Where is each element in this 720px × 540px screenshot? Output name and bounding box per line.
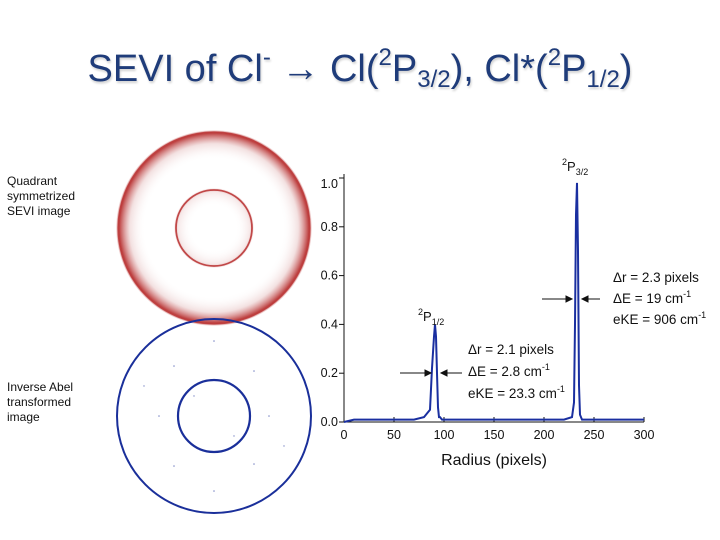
x-tick-label: 200: [534, 428, 555, 442]
p12-annotation-line: eKE = 23.3 cm-1: [468, 384, 565, 401]
y-tick-label: 0.2: [321, 366, 338, 380]
title-term1-sub: 3/2: [417, 66, 451, 93]
title-term1-p: P: [391, 48, 418, 90]
title-anion-charge: -: [262, 44, 271, 71]
spectrum-trace: [343, 182, 644, 423]
x-tick-label: 300: [634, 428, 655, 442]
peak-label-p12: 2P1/2: [418, 307, 444, 327]
abel-transformed-image: [116, 318, 312, 514]
x-axis-label: Radius (pixels): [441, 452, 547, 469]
peak-p32-sup: 2: [562, 157, 567, 167]
bottom-image-label-line: image: [7, 410, 40, 424]
raw-inner-halo: [174, 188, 254, 268]
x-tick-label: 50: [387, 428, 401, 442]
p32-arrowhead-right: [580, 295, 589, 303]
title-end: ): [619, 48, 633, 90]
photoelectron-spectrum-chart: 0 50 100 150 200 250 300 0.0 0.2 0.4 0.6 0.8 1.0 Rad…: [321, 157, 707, 469]
raw-outer-ring-edge: [117, 131, 311, 325]
title-term2-sub: 1/2: [586, 66, 620, 93]
top-image-label-line: symmetrized: [7, 189, 76, 203]
title-prefix: SEVI of Cl: [87, 48, 263, 90]
y-tick-label: 0.8: [321, 220, 338, 234]
p32-annotation-line: eKE = 906 cm-1: [613, 310, 706, 327]
peak-label-p32: 2P3/2: [562, 157, 588, 177]
p12-annotation-line: Δr = 2.1 pixels: [468, 342, 554, 357]
chart-ticks: 0 50 100 150 200 250 300 0.0 0.2 0.4 0.6 0.8 1.0: [321, 177, 655, 442]
y-tick-label: 0.6: [321, 269, 338, 283]
x-tick-label: 100: [434, 428, 455, 442]
peak-p12-sub: 1/2: [432, 317, 445, 327]
p32-annotation: Δr = 2.3 pixels ΔE = 19 cm-1 eKE = 906 c…: [613, 270, 706, 327]
p12-arrowhead-left: [424, 369, 433, 377]
x-tick-label: 150: [484, 428, 505, 442]
bottom-image-label: Inverse Abel transformed image: [7, 380, 73, 425]
top-image-label-line: SEVI image: [7, 204, 71, 218]
title-term1-sup: 2: [378, 44, 392, 71]
slide-title: SEVI of Cl- → Cl(2P3/2), Cl*(2P1/2): [0, 44, 720, 94]
title-arrow: →: [281, 48, 320, 90]
title-term2-p: P: [561, 48, 587, 90]
p12-annotation-line: ΔE = 2.8 cm-1: [468, 362, 550, 379]
bottom-image-label-line: transformed: [7, 395, 72, 409]
top-image-label: Quadrant symmetrized SEVI image: [7, 174, 75, 219]
peak-p12-sup: 2: [418, 307, 423, 317]
peak-p12-p: P: [423, 309, 432, 324]
p12-arrowhead-right: [439, 369, 448, 377]
p32-annotation-line: ΔE = 19 cm-1: [613, 289, 691, 306]
x-tick-label: 0: [341, 428, 348, 442]
chart-axes: [343, 174, 644, 423]
bottom-image-label-line: Inverse Abel: [7, 380, 74, 394]
peak-p32-p: P: [567, 159, 576, 174]
title-cl: Cl(: [319, 48, 379, 90]
p32-annotation-line: Δr = 2.3 pixels: [613, 270, 699, 285]
abel-speckle: [143, 340, 285, 492]
y-tick-label: 0.0: [321, 415, 338, 429]
x-tick-label: 250: [584, 428, 605, 442]
y-tick-label: 0.4: [321, 317, 338, 331]
raw-inner-ring: [175, 189, 253, 267]
p12-annotation: Δr = 2.1 pixels ΔE = 2.8 cm-1 eKE = 23.3…: [468, 342, 565, 401]
p32-arrowhead-left: [565, 295, 574, 303]
title-term2-sup: 2: [547, 44, 562, 71]
title-mid: ), Cl*(: [450, 48, 548, 90]
top-image-label-line: Quadrant: [7, 174, 58, 188]
resolution-arrows: [400, 295, 600, 377]
abel-outer-ring: [116, 318, 312, 514]
abel-inner-ring: [176, 378, 252, 454]
y-tick-label: 1.0: [321, 177, 338, 191]
peak-p32-sub: 3/2: [576, 167, 589, 177]
sevi-raw-image: [116, 130, 312, 326]
